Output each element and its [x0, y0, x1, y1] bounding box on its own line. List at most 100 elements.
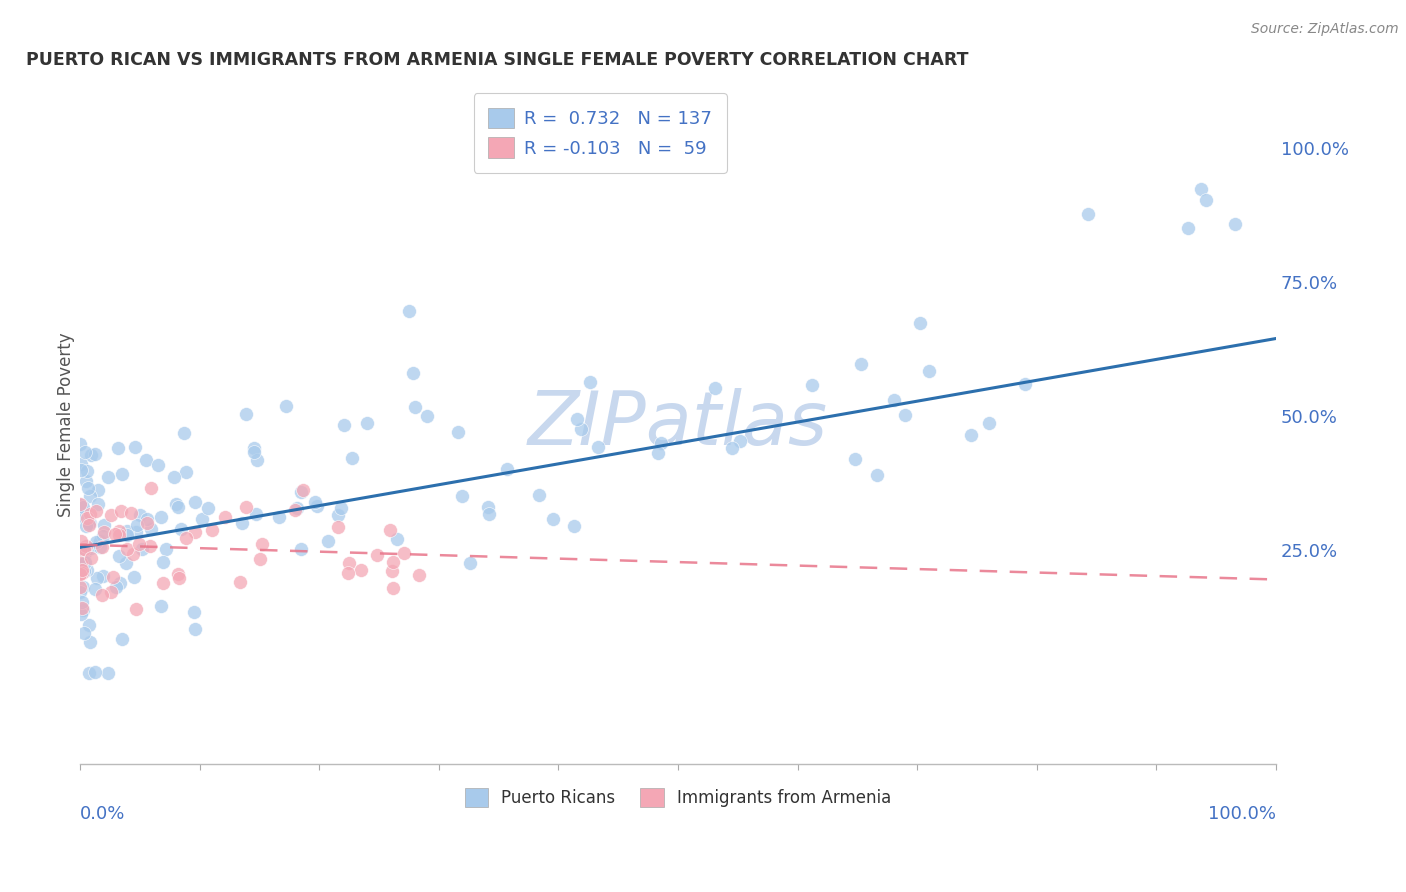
Point — [93, 517, 115, 532]
Point — [318, 534, 340, 549]
Point — [77, 518, 100, 533]
Point — [527, 488, 550, 502]
Point — [1077, 207, 1099, 221]
Point — [918, 364, 941, 378]
Point — [184, 494, 207, 508]
Point — [1223, 217, 1246, 231]
Point — [284, 503, 307, 517]
Point — [101, 570, 124, 584]
Point — [72, 603, 94, 617]
Point — [79, 516, 101, 530]
Point — [69, 566, 91, 580]
Point — [70, 533, 93, 548]
Point — [73, 545, 96, 559]
Point — [124, 440, 146, 454]
Point — [108, 524, 131, 538]
Point — [125, 602, 148, 616]
Point — [69, 498, 91, 512]
Point — [242, 444, 264, 458]
Text: Source: ZipAtlas.com: Source: ZipAtlas.com — [1251, 22, 1399, 37]
Point — [894, 408, 917, 422]
Point — [84, 447, 107, 461]
Point — [125, 518, 148, 533]
Point — [89, 533, 111, 548]
Point — [135, 512, 157, 526]
Point — [883, 392, 905, 407]
Point — [103, 526, 125, 541]
Point — [567, 412, 589, 426]
Point — [108, 527, 131, 541]
Point — [110, 504, 132, 518]
Point — [235, 407, 257, 421]
Point — [392, 546, 415, 560]
Point — [93, 569, 115, 583]
Point — [242, 442, 264, 456]
Point — [117, 528, 139, 542]
Point — [131, 541, 153, 556]
Point — [150, 599, 173, 613]
Point — [174, 465, 197, 479]
Point — [285, 500, 308, 515]
Point — [844, 452, 866, 467]
Point — [122, 547, 145, 561]
Point — [170, 522, 193, 536]
Point — [496, 462, 519, 476]
Point — [1177, 221, 1199, 235]
Point — [851, 357, 873, 371]
Y-axis label: Single Female Poverty: Single Female Poverty — [58, 332, 75, 516]
Point — [337, 566, 360, 581]
Point — [125, 524, 148, 539]
Point — [451, 489, 474, 503]
Point — [97, 470, 120, 484]
Point — [69, 585, 91, 599]
Point — [401, 366, 423, 380]
Point — [76, 563, 98, 577]
Point — [173, 425, 195, 440]
Point — [93, 525, 115, 540]
Point — [197, 501, 219, 516]
Point — [460, 556, 482, 570]
Point — [135, 453, 157, 467]
Point — [70, 463, 93, 477]
Point — [146, 458, 169, 472]
Point — [70, 508, 93, 523]
Point — [91, 588, 114, 602]
Point — [69, 498, 91, 512]
Point — [292, 483, 315, 498]
Point — [191, 512, 214, 526]
Point — [382, 556, 405, 570]
Point — [231, 516, 253, 530]
Point — [87, 497, 110, 511]
Point — [86, 571, 108, 585]
Point — [290, 485, 312, 500]
Point — [73, 542, 96, 557]
Point — [276, 400, 298, 414]
Point — [404, 401, 426, 415]
Point — [80, 448, 103, 462]
Point — [350, 563, 373, 577]
Point — [83, 665, 105, 679]
Point — [79, 508, 101, 522]
Point — [382, 581, 405, 595]
Point — [117, 524, 139, 538]
Text: 100.0%: 100.0% — [1208, 805, 1277, 823]
Point — [1014, 376, 1036, 391]
Point — [229, 575, 252, 590]
Point — [165, 497, 187, 511]
Point — [70, 566, 93, 580]
Point — [75, 519, 97, 533]
Point — [337, 556, 360, 570]
Point — [73, 445, 96, 459]
Point — [478, 508, 501, 522]
Point — [960, 428, 983, 442]
Point — [104, 580, 127, 594]
Point — [115, 556, 138, 570]
Point — [79, 666, 101, 681]
Point — [70, 607, 93, 621]
Point — [72, 580, 94, 594]
Point — [246, 453, 269, 467]
Point — [79, 516, 101, 530]
Point — [77, 618, 100, 632]
Point — [75, 539, 97, 553]
Point — [87, 483, 110, 498]
